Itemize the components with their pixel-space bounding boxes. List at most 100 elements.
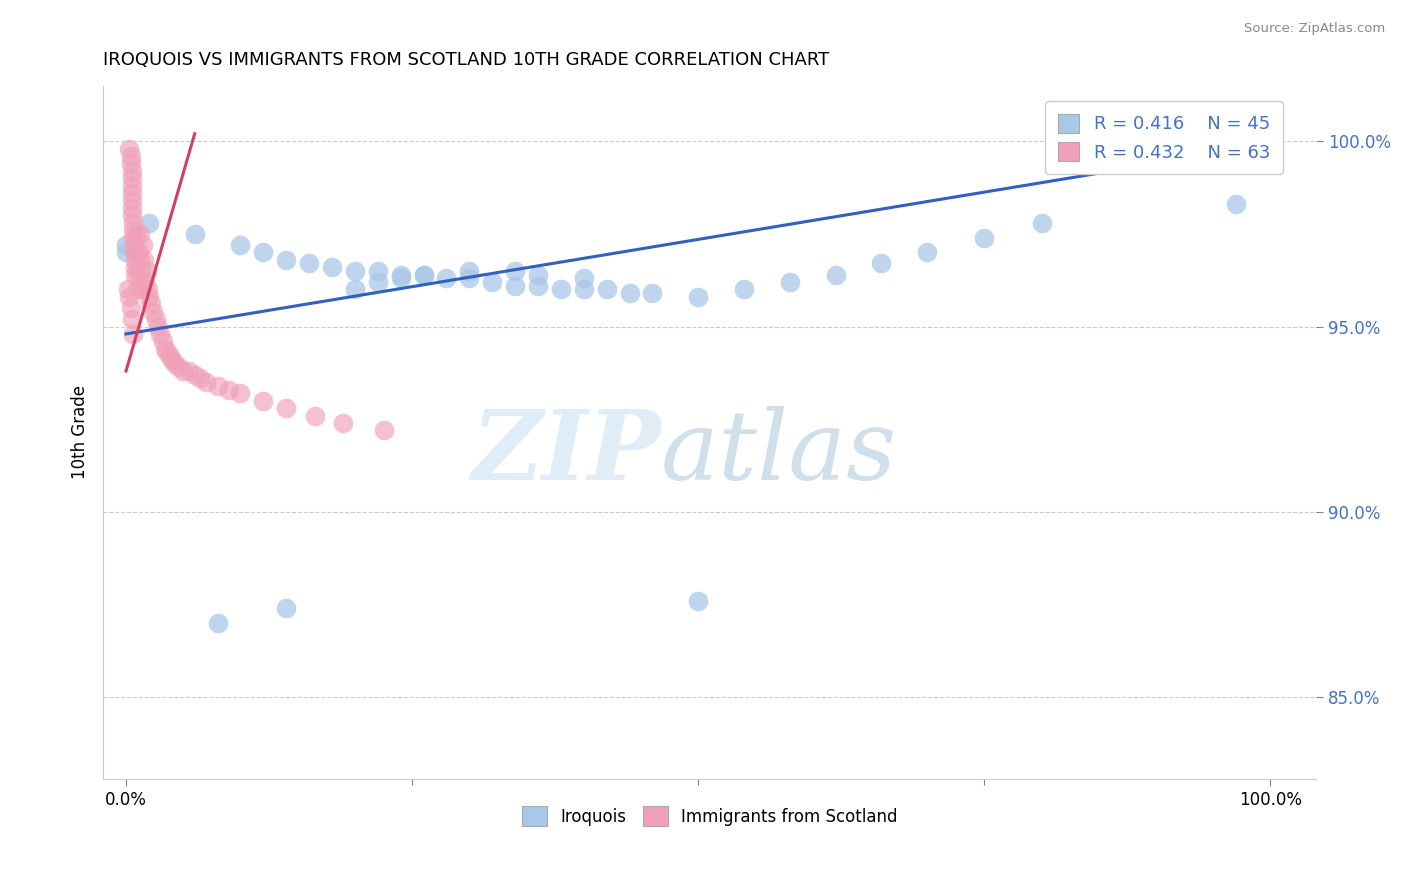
Point (412, 268, 434, 282)
Point (172, 364, 194, 378)
Point (779, 275, 801, 289)
Point (115, 238, 138, 252)
Point (503, 264, 526, 278)
Point (229, 386, 252, 401)
Point (127, 264, 149, 278)
Point (120, 156, 142, 170)
Point (131, 283, 153, 297)
Y-axis label: 10th Grade: 10th Grade (72, 385, 89, 479)
Point (127, 283, 149, 297)
Point (595, 283, 617, 297)
Point (152, 334, 174, 349)
Point (122, 245, 145, 260)
Point (572, 283, 595, 297)
Point (129, 264, 152, 278)
Point (156, 345, 179, 359)
Point (124, 268, 146, 282)
Point (276, 252, 298, 267)
Point (321, 260, 343, 275)
Point (503, 278, 526, 293)
Text: atlas: atlas (661, 406, 897, 500)
Point (229, 238, 252, 252)
Point (115, 245, 138, 260)
Point (276, 601, 298, 615)
Point (1031, 216, 1053, 230)
Text: Source: ZipAtlas.com: Source: ZipAtlas.com (1244, 22, 1385, 36)
Point (973, 230, 995, 244)
Point (1260, 137, 1282, 152)
Point (142, 304, 165, 318)
Text: IROQUOIS VS IMMIGRANTS FROM SCOTLAND 10TH GRADE CORRELATION CHART: IROQUOIS VS IMMIGRANTS FROM SCOTLAND 10T… (103, 51, 830, 69)
Point (132, 238, 155, 252)
Point (304, 409, 326, 423)
Point (120, 301, 142, 315)
Point (527, 268, 550, 282)
Point (436, 271, 458, 285)
Point (121, 186, 143, 200)
Point (207, 616, 229, 631)
Point (252, 393, 274, 408)
Point (343, 264, 366, 278)
Point (124, 260, 146, 275)
Point (122, 238, 145, 252)
Point (121, 163, 143, 178)
Point (118, 142, 141, 156)
Point (870, 256, 893, 270)
Point (125, 227, 148, 241)
Point (458, 264, 481, 278)
Point (118, 290, 141, 304)
Point (332, 416, 354, 430)
Point (252, 245, 274, 260)
Point (276, 401, 298, 416)
Point (195, 375, 218, 389)
Point (122, 326, 145, 341)
Point (121, 171, 143, 186)
Point (122, 216, 145, 230)
Point (733, 283, 755, 297)
Point (134, 252, 156, 267)
Point (177, 364, 200, 378)
Point (128, 227, 150, 241)
Point (125, 245, 148, 260)
Point (641, 286, 664, 301)
Point (165, 357, 187, 371)
Point (159, 349, 181, 363)
Point (121, 194, 143, 208)
Point (135, 264, 157, 278)
Point (120, 149, 142, 163)
Point (121, 201, 143, 215)
Point (136, 283, 159, 297)
Text: ZIP: ZIP (471, 406, 661, 500)
Point (149, 326, 172, 341)
Point (218, 383, 240, 397)
Point (1260, 142, 1282, 156)
Point (550, 283, 572, 297)
Point (824, 268, 846, 282)
Point (138, 216, 160, 230)
Point (572, 271, 595, 285)
Point (138, 290, 160, 304)
Point (134, 275, 156, 289)
Point (389, 268, 412, 282)
Point (481, 275, 503, 289)
Point (121, 178, 143, 193)
Point (146, 319, 169, 334)
Point (688, 290, 710, 304)
Point (190, 371, 212, 385)
Point (121, 312, 143, 326)
Point (128, 245, 150, 260)
Point (367, 275, 389, 289)
Point (373, 423, 395, 437)
Point (122, 223, 145, 237)
Point (128, 252, 150, 267)
Point (145, 312, 167, 326)
Point (527, 278, 550, 293)
Point (298, 256, 321, 270)
Point (389, 271, 412, 285)
Point (207, 379, 229, 393)
Point (124, 252, 146, 267)
Point (688, 594, 710, 608)
Point (1225, 197, 1247, 211)
Point (412, 268, 434, 282)
Point (153, 342, 176, 356)
